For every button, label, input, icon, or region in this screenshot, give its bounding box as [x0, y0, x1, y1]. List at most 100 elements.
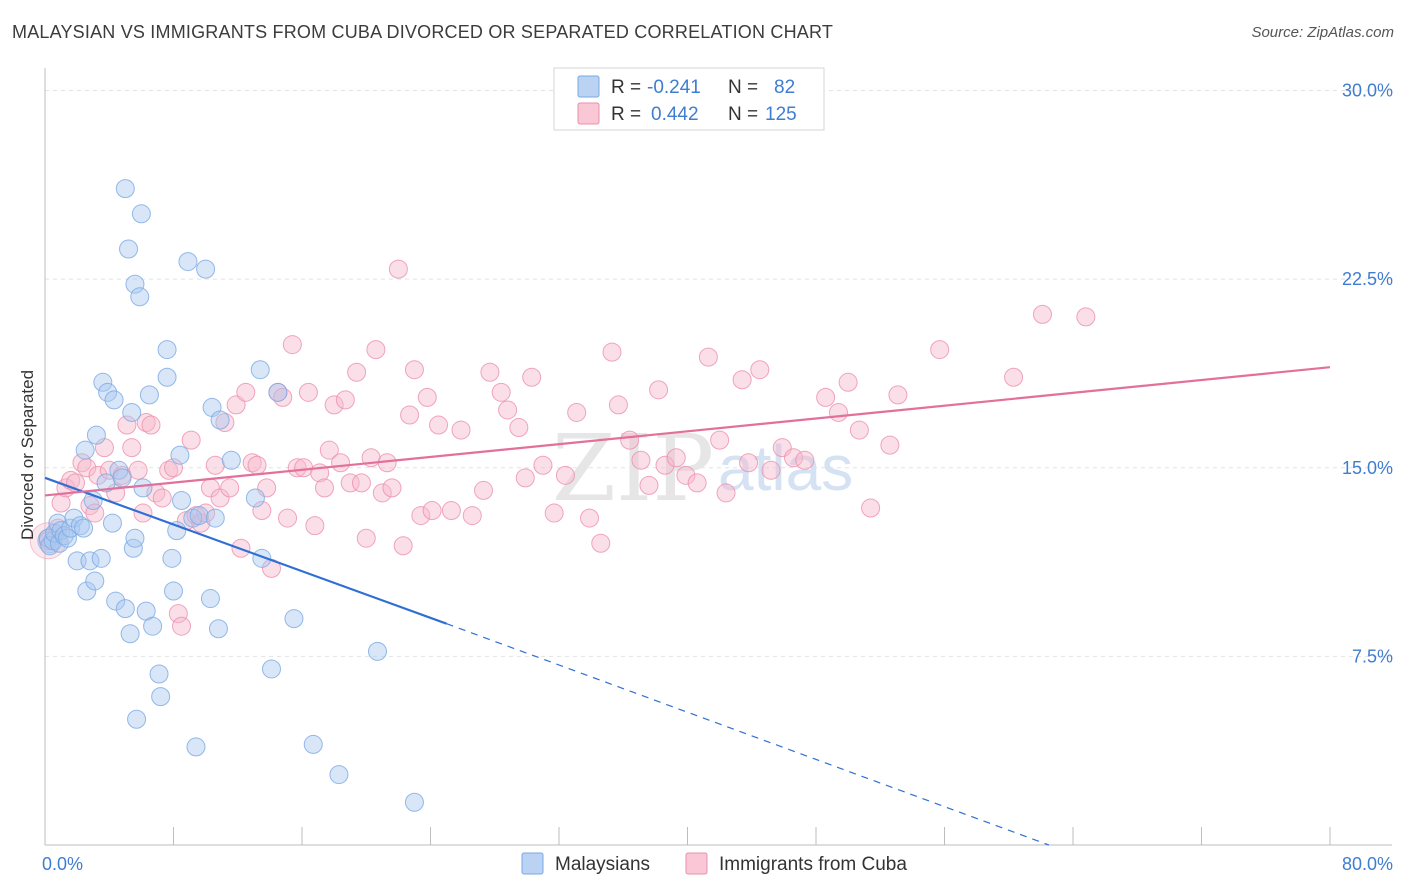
data-point: [75, 440, 95, 460]
data-point: [828, 402, 848, 422]
data-point: [64, 508, 84, 528]
data-point: [54, 526, 74, 546]
data-point: [861, 498, 881, 518]
data-point: [655, 455, 675, 475]
legend-r-label: R =: [611, 77, 641, 98]
data-point: [74, 518, 94, 538]
data-point: [186, 737, 206, 757]
grid: [45, 90, 1392, 657]
data-point: [305, 516, 325, 536]
data-point: [480, 362, 500, 382]
legend-n-value: 125: [765, 104, 797, 125]
data-point: [400, 405, 420, 425]
data-point: [331, 453, 351, 473]
data-point: [215, 413, 235, 433]
data-point: [393, 536, 413, 556]
data-point: [123, 538, 143, 558]
data-point: [236, 382, 256, 402]
data-point: [104, 390, 124, 410]
data-point: [533, 455, 553, 475]
y-axis-label: Divorced or Separated: [18, 370, 37, 540]
data-point: [278, 508, 298, 528]
data-point: [347, 362, 367, 382]
data-point: [106, 591, 126, 611]
data-point: [441, 501, 461, 521]
data-point: [287, 458, 307, 478]
data-point: [122, 438, 142, 458]
data-point: [382, 478, 402, 498]
data-point: [319, 440, 339, 460]
data-point: [86, 425, 106, 445]
data-point: [422, 501, 442, 521]
legend-swatch-malaysians: [521, 852, 544, 875]
data-point: [245, 488, 265, 508]
legend-swatch-cuba: [685, 852, 708, 875]
data-point: [761, 460, 781, 480]
legend-swatch-cuba: [577, 102, 600, 125]
data-point: [555, 465, 575, 485]
correlation-legend: R = -0.241 N = 82 R = 0.442 N = 125: [553, 67, 825, 131]
legend-label-cuba: Immigrants from Cuba: [719, 854, 907, 875]
data-point: [784, 448, 804, 468]
data-point: [210, 410, 230, 430]
data-point: [157, 340, 177, 360]
data-point: [849, 420, 869, 440]
data-point: [149, 664, 169, 684]
data-point: [294, 458, 314, 478]
data-point: [509, 418, 529, 438]
data-point: [880, 435, 900, 455]
data-point: [451, 420, 471, 440]
data-point: [125, 528, 145, 548]
data-point: [930, 340, 950, 360]
watermark-zip: ZIP: [552, 415, 714, 522]
data-point: [567, 402, 587, 422]
data-point: [143, 616, 163, 636]
data-point: [340, 473, 360, 493]
data-point: [666, 448, 686, 468]
series-legend: Malaysians Immigrants from Cuba: [521, 852, 907, 875]
data-point: [205, 508, 225, 528]
data-point: [498, 400, 518, 420]
data-point: [732, 370, 752, 390]
data-point: [70, 516, 90, 536]
data-point: [261, 659, 281, 679]
data-point: [544, 503, 564, 523]
data-point: [356, 528, 376, 548]
legend-n-value: 82: [774, 77, 795, 98]
data-point: [178, 252, 198, 272]
data-point: [417, 387, 437, 407]
data-point: [838, 372, 858, 392]
data-point: [151, 687, 171, 707]
data-point: [221, 450, 241, 470]
data-point: [580, 508, 600, 528]
data-point: [133, 478, 153, 498]
data-point: [411, 506, 431, 526]
y-tick-label: 7.5%: [1352, 646, 1393, 666]
data-point: [93, 372, 113, 392]
data-point: [687, 473, 707, 493]
data-point: [139, 385, 159, 405]
data-point: [157, 367, 177, 387]
data-point: [1032, 304, 1052, 324]
data-point: [210, 488, 230, 508]
y-tick-labels: 7.5% 15.0% 22.5% 30.0%: [1342, 81, 1393, 667]
axes: [44, 68, 1392, 846]
data-point: [181, 430, 201, 450]
data-point: [329, 765, 349, 785]
data-point: [602, 342, 622, 362]
data-point: [404, 792, 424, 812]
data-point: [795, 450, 815, 470]
watermark: ZIP atlas: [552, 415, 853, 522]
data-point: [816, 387, 836, 407]
data-point: [128, 460, 148, 480]
data-point: [57, 528, 77, 548]
data-point: [85, 571, 105, 591]
data-point: [284, 609, 304, 629]
data-point: [125, 274, 145, 294]
y-tick-label: 22.5%: [1342, 269, 1393, 289]
data-point: [649, 380, 669, 400]
data-point: [152, 488, 172, 508]
data-point: [591, 533, 611, 553]
legend-label-malaysians: Malaysians: [555, 854, 650, 875]
